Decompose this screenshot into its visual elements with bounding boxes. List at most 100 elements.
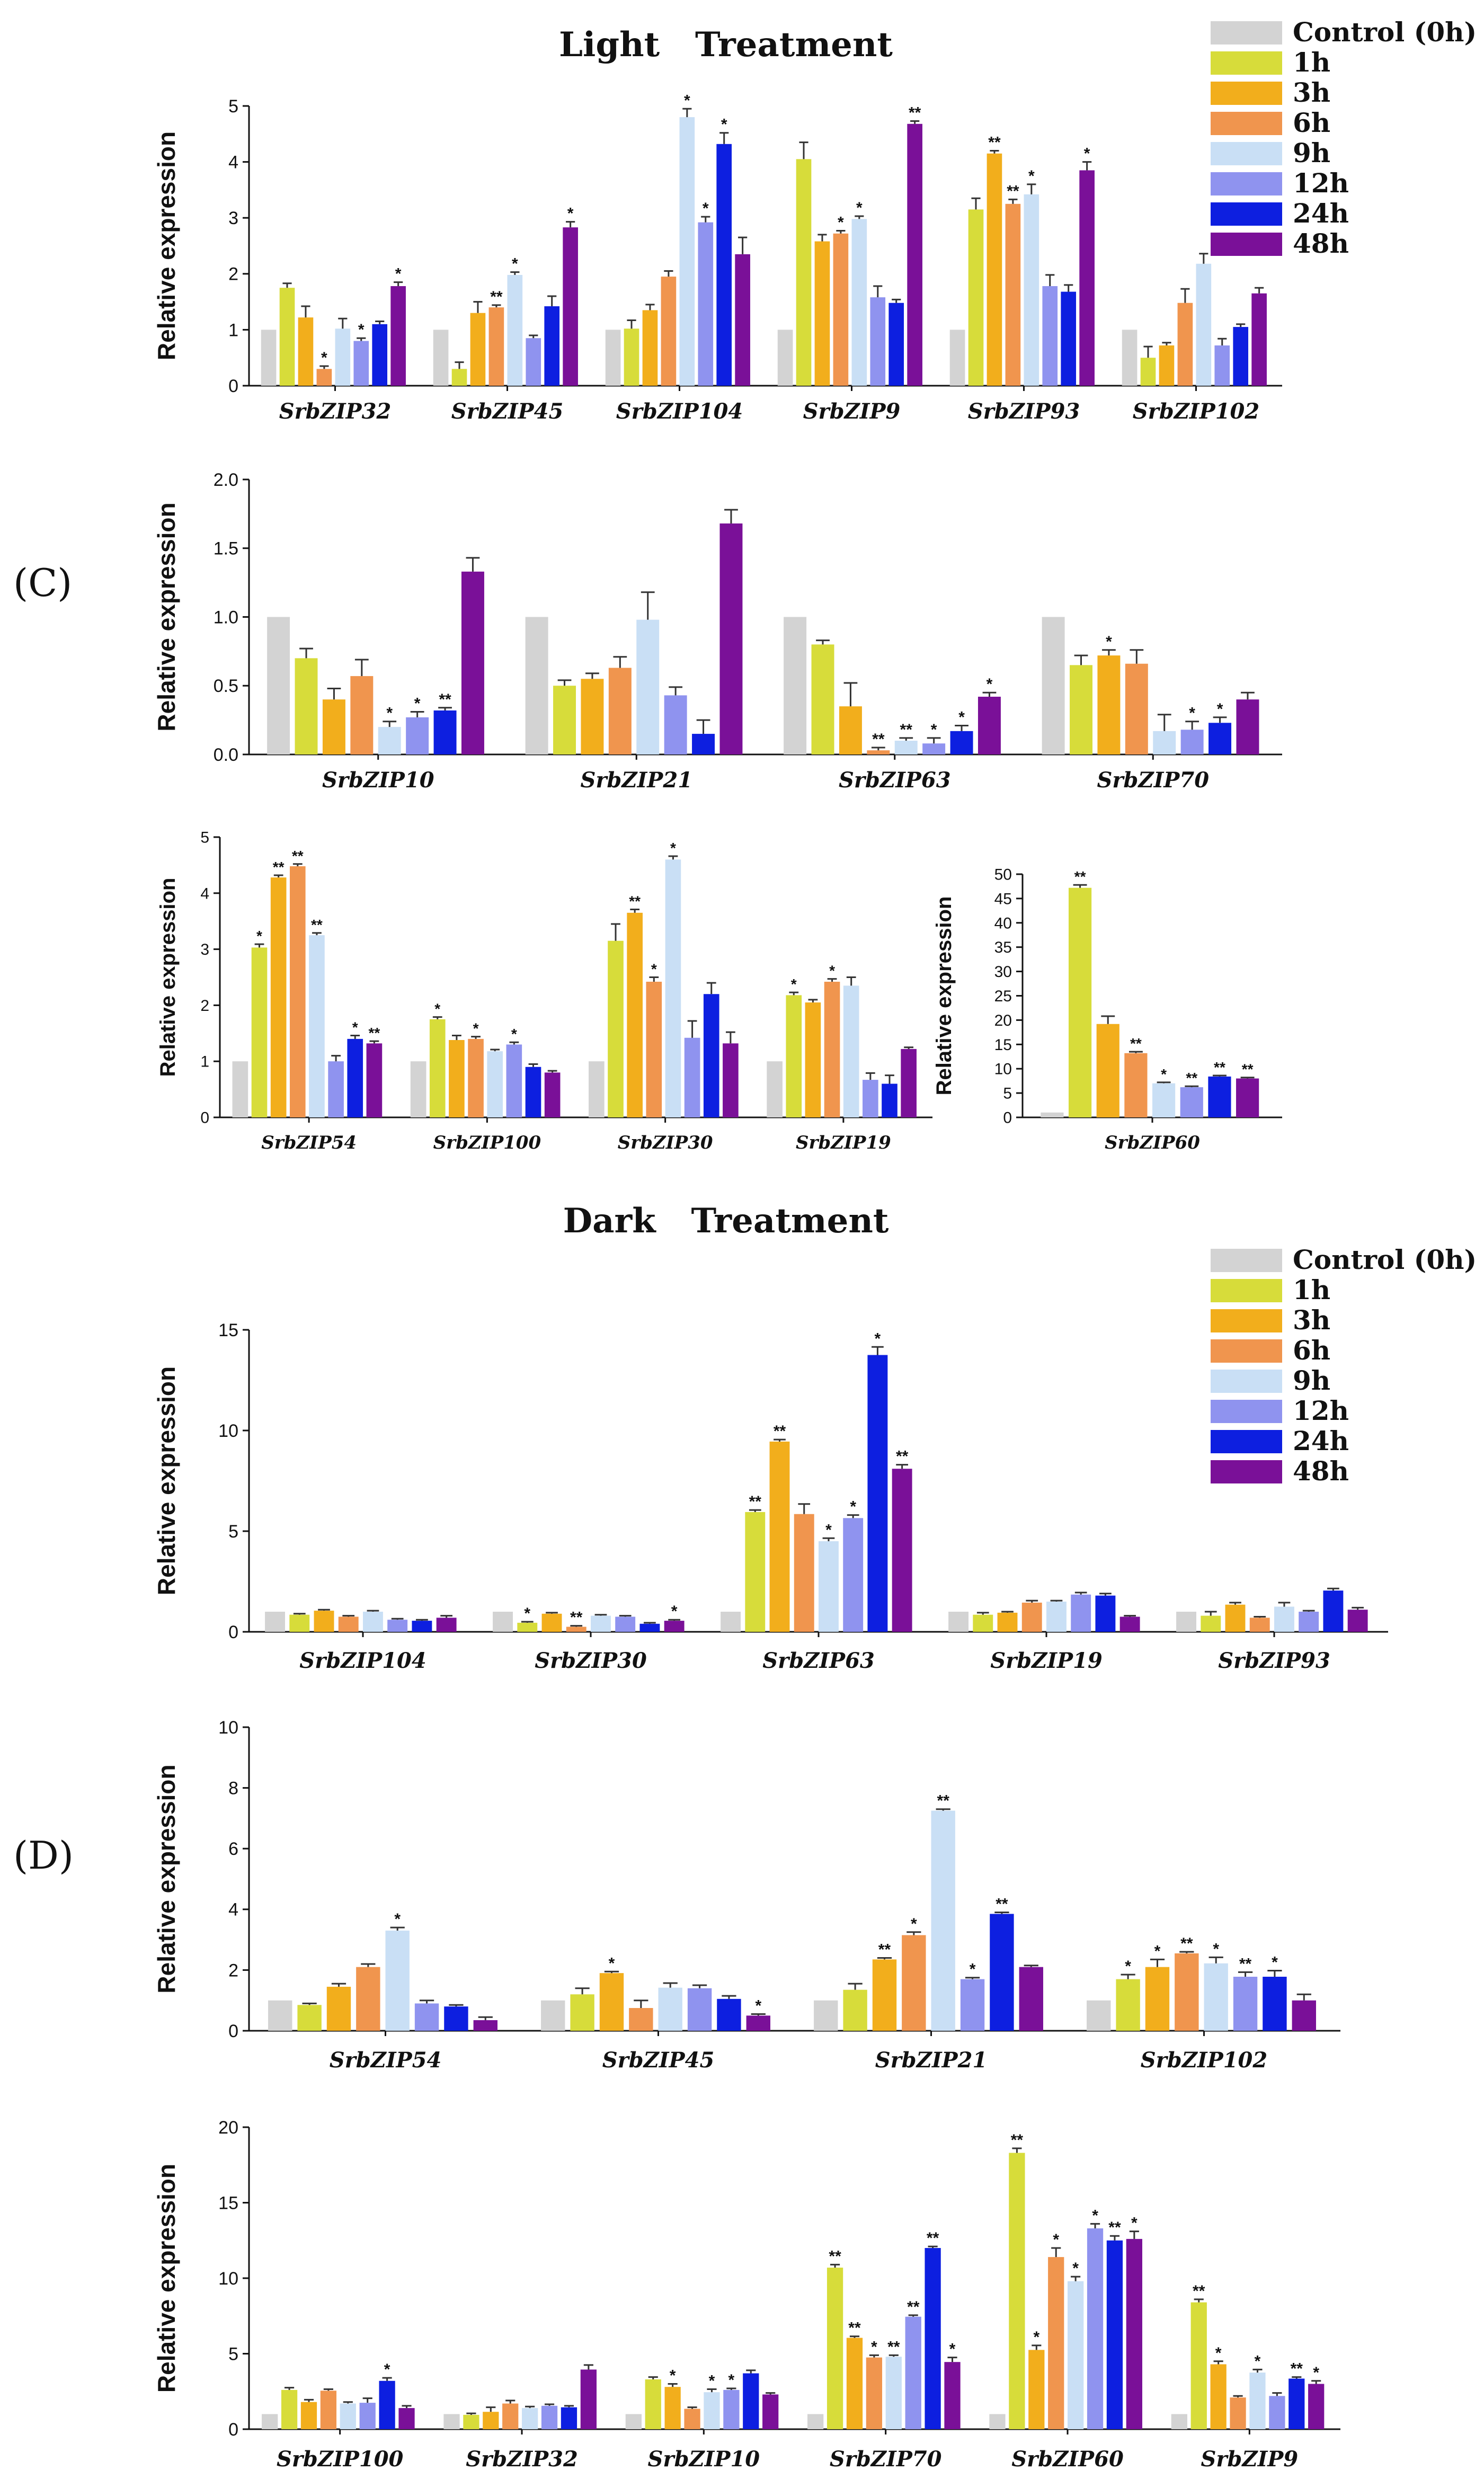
significance-marker: * bbox=[512, 255, 518, 273]
bar-6h bbox=[1175, 1953, 1199, 2031]
significance-marker: * bbox=[1125, 1958, 1131, 1975]
significance-marker: ** bbox=[749, 1493, 762, 1510]
bar-3h bbox=[805, 1002, 821, 1117]
bar-6h bbox=[356, 1967, 380, 2031]
bar-control-0h- bbox=[267, 617, 290, 754]
bar-9h bbox=[1153, 731, 1176, 754]
bar-48h bbox=[366, 1043, 383, 1117]
y-tick-label: 35 bbox=[994, 939, 1012, 956]
significance-marker: * bbox=[970, 1961, 976, 1978]
bar-12h bbox=[526, 338, 541, 386]
bar-9h bbox=[658, 1987, 682, 2031]
bar-24h bbox=[950, 731, 973, 754]
bar-1h bbox=[279, 288, 295, 386]
bar-control-0h- bbox=[949, 330, 965, 386]
bar-3h bbox=[314, 1611, 334, 1632]
y-tick-label: 50 bbox=[994, 866, 1012, 884]
significance-marker: * bbox=[524, 1605, 530, 1622]
significance-marker: * bbox=[931, 721, 937, 739]
bar-1h bbox=[429, 1019, 446, 1117]
bar-3h bbox=[1225, 1604, 1246, 1632]
significance-marker: * bbox=[1161, 1066, 1167, 1082]
y-tick-label: 3 bbox=[200, 941, 209, 958]
legend-label: 1h bbox=[1293, 1274, 1330, 1305]
chart-dark-panel-2: Relative expression 0 2 4 6 8 10 SrbZIP54 * SrbZI… bbox=[153, 1718, 1340, 2073]
category-label: SrbZIP32 bbox=[466, 2447, 578, 2472]
bar-1h bbox=[1116, 1979, 1140, 2031]
legend-label: 12h bbox=[1293, 1395, 1349, 1426]
bar-48h bbox=[723, 1043, 739, 1117]
bar-9h bbox=[1249, 2373, 1266, 2429]
bar-48h bbox=[563, 227, 578, 386]
bar-control-0h- bbox=[433, 330, 449, 386]
bar-control-0h- bbox=[493, 1612, 513, 1632]
significance-marker: * bbox=[567, 205, 574, 223]
bar-24h bbox=[867, 1355, 888, 1632]
bar-12h bbox=[541, 2405, 558, 2429]
y-axis-label: Relative expression bbox=[932, 896, 956, 1096]
bar-6h bbox=[1124, 1053, 1148, 1117]
bar-6h bbox=[684, 2409, 700, 2429]
bar-48h bbox=[746, 2015, 770, 2031]
legend-swatch bbox=[1211, 82, 1282, 105]
legend-swatch bbox=[1211, 1400, 1282, 1423]
bar-24h bbox=[716, 144, 732, 386]
bar-24h bbox=[1095, 1595, 1116, 1632]
bar-24h bbox=[1323, 1590, 1344, 1632]
bar-1h bbox=[624, 328, 639, 386]
significance-marker: ** bbox=[900, 721, 913, 739]
bar-9h bbox=[819, 1541, 839, 1632]
bar-24h bbox=[990, 1914, 1014, 2031]
bar-48h bbox=[719, 523, 743, 754]
bar-24h bbox=[379, 2380, 395, 2429]
significance-marker: ** bbox=[988, 134, 1001, 151]
y-axis-label: Relative expression bbox=[153, 502, 180, 731]
bar-3h bbox=[997, 1612, 1018, 1632]
legend-swatch bbox=[1211, 1309, 1282, 1332]
bar-48h bbox=[461, 571, 484, 754]
bar-12h bbox=[414, 2003, 439, 2031]
bar-48h bbox=[390, 286, 406, 386]
bar-control-0h- bbox=[232, 1061, 248, 1117]
bar-3h bbox=[599, 1973, 624, 2031]
y-tick-label: 2.0 bbox=[214, 470, 238, 490]
significance-marker: ** bbox=[872, 731, 885, 748]
bar-24h bbox=[561, 2407, 577, 2429]
bar-3h bbox=[846, 2338, 863, 2429]
category-label: SrbZIP70 bbox=[830, 2447, 942, 2472]
bar-24h bbox=[444, 2006, 468, 2031]
significance-marker: * bbox=[987, 676, 993, 693]
chart-light-panel-4: Relative expression 0 5 10 15 20 25 30 35 40 45 50 S… bbox=[932, 866, 1282, 1153]
bar-48h bbox=[735, 254, 750, 386]
bar-9h bbox=[522, 2408, 538, 2429]
significance-marker: * bbox=[850, 1498, 856, 1516]
bar-3h bbox=[1097, 655, 1121, 754]
y-tick-label: 2 bbox=[228, 1960, 238, 1980]
significance-marker: ** bbox=[1242, 1061, 1254, 1078]
category-label: SrbZIP21 bbox=[875, 2048, 988, 2073]
bar-3h bbox=[642, 310, 658, 386]
y-tick-label: 1.0 bbox=[214, 607, 238, 627]
bar-control-0h- bbox=[1171, 2414, 1187, 2429]
bar-9h bbox=[385, 1930, 410, 2031]
bar-9h bbox=[665, 859, 681, 1117]
legend-swatch bbox=[1211, 202, 1282, 226]
significance-marker: ** bbox=[1074, 868, 1086, 885]
significance-marker: * bbox=[670, 2367, 676, 2385]
legend-swatch bbox=[1211, 1370, 1282, 1393]
category-label: SrbZIP93 bbox=[968, 399, 1080, 424]
bar-9h bbox=[704, 2392, 720, 2429]
y-tick-label: 25 bbox=[994, 988, 1012, 1005]
y-tick-label: 2 bbox=[200, 997, 209, 1015]
bar-6h bbox=[1249, 1618, 1270, 1632]
y-axis-label: Relative expression bbox=[153, 1764, 180, 1993]
bar-1h bbox=[251, 947, 268, 1117]
chart-light-panel-2: Relative expression 0.0 0.5 1.0 1.5 2.0 SrbZIP… bbox=[153, 470, 1282, 793]
bar-48h bbox=[901, 1048, 917, 1117]
significance-marker: * bbox=[352, 1019, 358, 1036]
bar-6h bbox=[629, 2008, 653, 2031]
legend-label: Control (0h) bbox=[1293, 16, 1477, 48]
bar-3h bbox=[839, 706, 862, 754]
legend-label: 3h bbox=[1293, 77, 1330, 108]
